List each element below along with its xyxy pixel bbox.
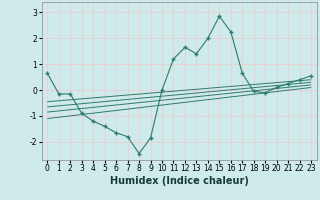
X-axis label: Humidex (Indice chaleur): Humidex (Indice chaleur) — [110, 176, 249, 186]
